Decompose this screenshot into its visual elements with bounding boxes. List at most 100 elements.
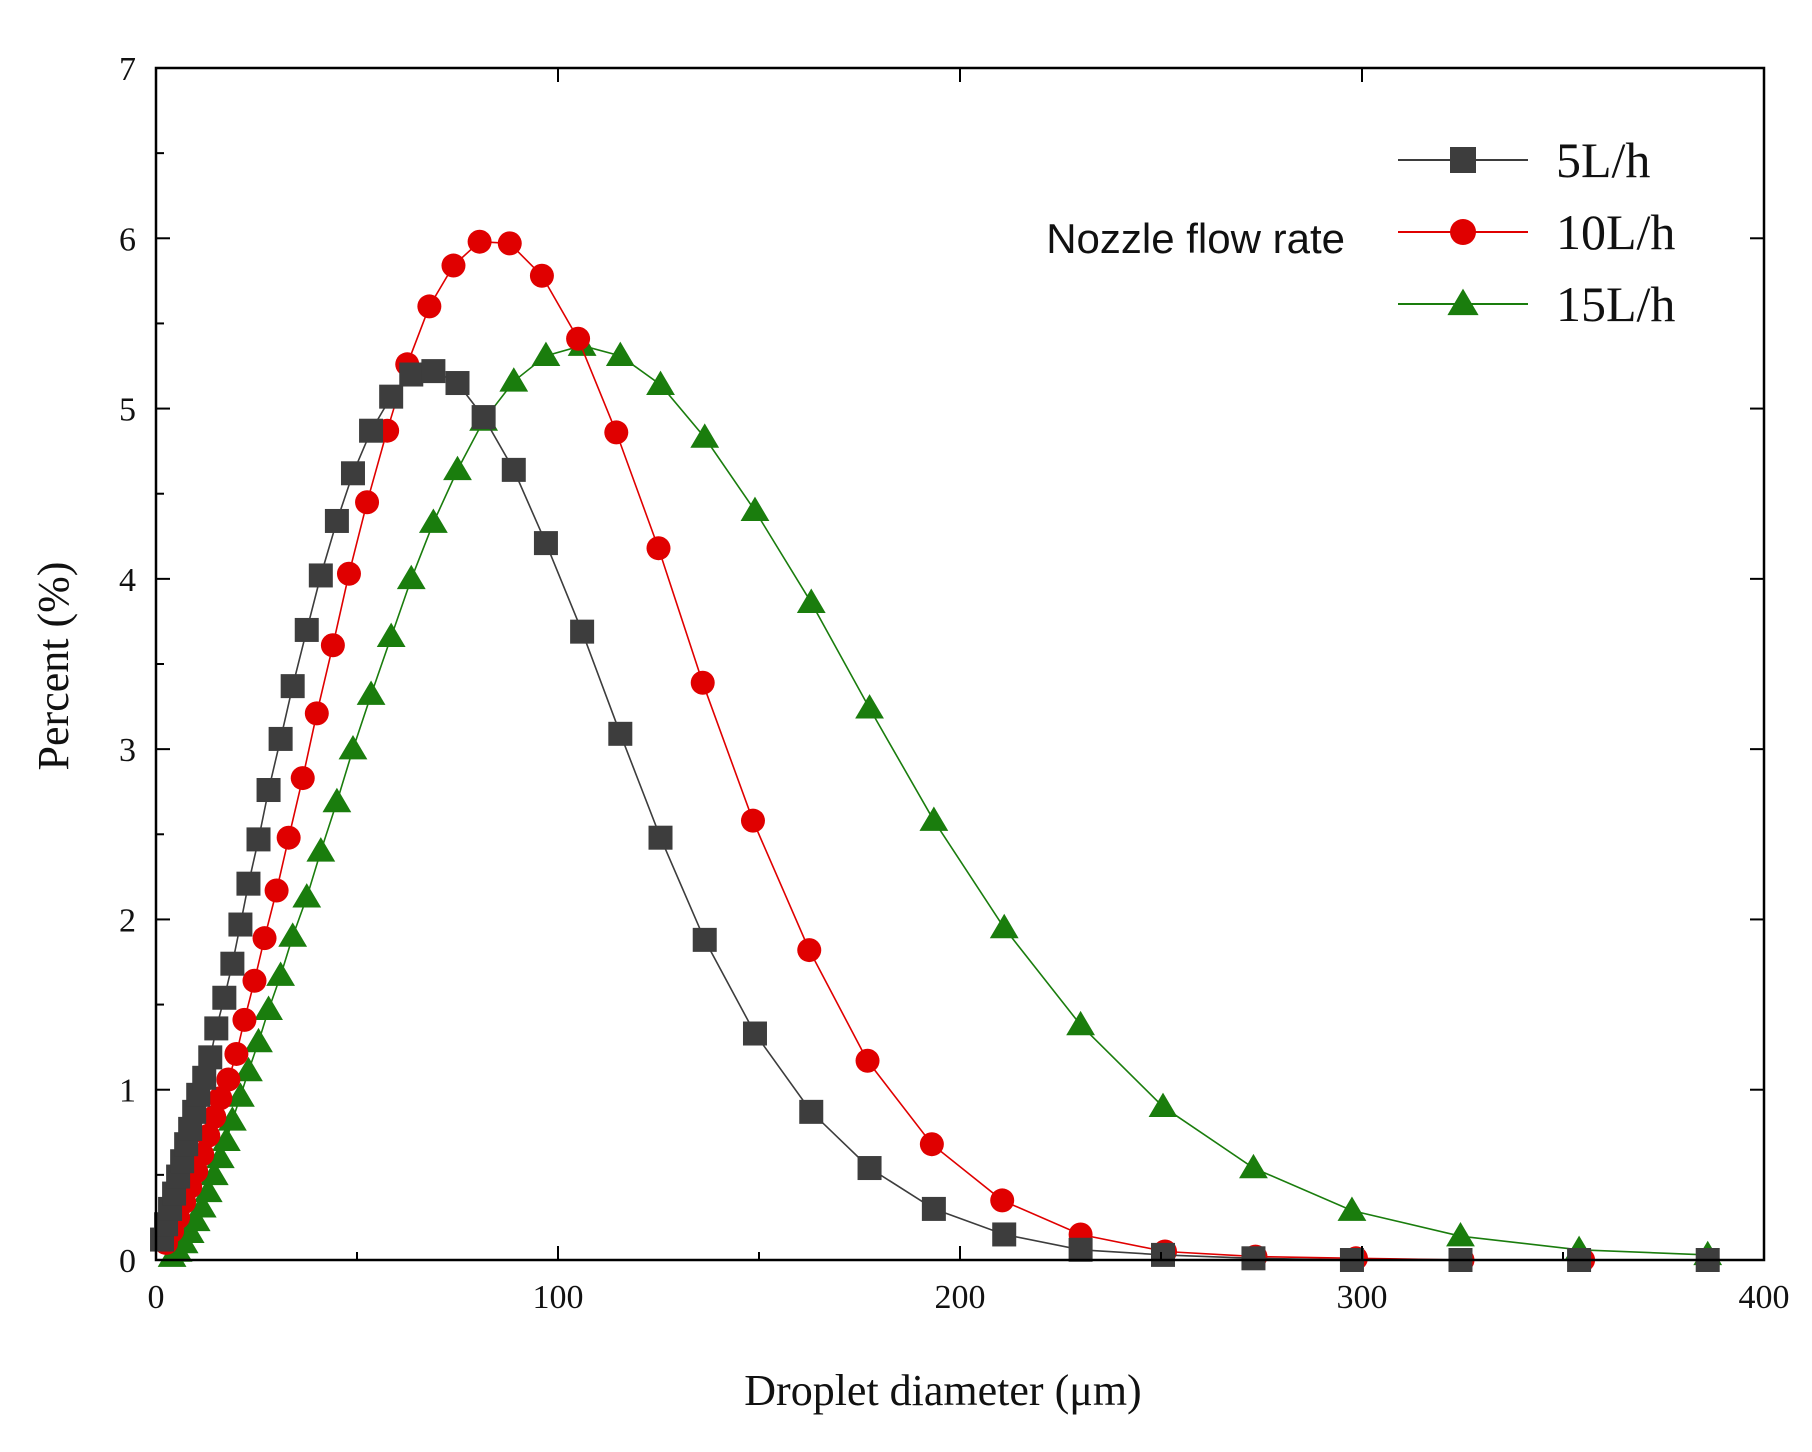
data-point [1241, 1246, 1266, 1271]
data-point [1066, 1010, 1095, 1036]
data-point [1446, 1222, 1475, 1247]
data-point [208, 1086, 233, 1111]
x-axis-title: Droplet diameter (μm) [744, 1366, 1141, 1415]
data-point [355, 490, 380, 515]
data-point [205, 1143, 235, 1169]
data-point [187, 1193, 217, 1218]
data-point [740, 808, 765, 833]
data-point [264, 878, 289, 903]
data-point [566, 326, 591, 351]
data-point [306, 837, 336, 862]
data-point [1068, 1237, 1093, 1262]
y-axis-title: Percent (%) [29, 562, 78, 771]
series-5lh [150, 359, 1720, 1272]
data-point [417, 294, 442, 319]
legend-marker-triangle [1447, 288, 1479, 316]
data-point [224, 1041, 249, 1066]
data-point [193, 1177, 223, 1203]
legend-entry: 5L/h [1398, 132, 1650, 188]
data-point [399, 362, 424, 387]
data-point [254, 995, 283, 1020]
data-point [646, 536, 671, 561]
series-layer [150, 229, 1723, 1272]
data-point [690, 670, 715, 695]
data-point [497, 231, 522, 256]
data-point [228, 912, 253, 937]
data-point [294, 617, 319, 642]
data-point [919, 1132, 944, 1157]
data-point [196, 1123, 221, 1148]
data-point [198, 1045, 223, 1070]
data-point [921, 1196, 946, 1221]
data-point [919, 806, 949, 831]
series-15lh [157, 331, 1723, 1267]
data-point [501, 457, 526, 482]
data-point [266, 961, 296, 986]
data-point [308, 563, 333, 588]
data-point [199, 1160, 229, 1186]
data-point [204, 1016, 229, 1041]
data-point [499, 367, 529, 392]
data-point [280, 674, 305, 699]
data-point [1148, 1092, 1178, 1118]
data-point [338, 735, 368, 760]
y-tick-label: 7 [119, 51, 136, 88]
data-point [292, 883, 322, 908]
data-point [322, 787, 352, 813]
data-point [236, 871, 261, 896]
data-point [989, 913, 1019, 939]
data-point [529, 263, 554, 288]
data-point [796, 588, 826, 613]
data-point [242, 968, 267, 993]
data-point [181, 1206, 211, 1232]
legend-label: 15L/h [1556, 276, 1675, 332]
data-point [1239, 1153, 1268, 1179]
data-point [471, 405, 496, 430]
data-point [252, 926, 277, 951]
data-point [379, 384, 404, 409]
data-point [467, 229, 492, 254]
legend-title: Nozzle flow rate [1046, 215, 1345, 262]
data-point [217, 1106, 247, 1131]
legend-label: 10L/h [1556, 204, 1675, 260]
data-point [855, 1048, 880, 1073]
data-point [324, 508, 349, 533]
data-point [608, 721, 633, 746]
data-point [356, 680, 386, 705]
data-point [268, 726, 293, 751]
axes-layer: 0 100 200 300 400 0 1 2 3 4 5 6 7 [119, 51, 1790, 1316]
data-point [234, 1056, 263, 1082]
data-point [648, 825, 673, 850]
y-tick-label: 3 [119, 732, 136, 769]
data-point [443, 455, 472, 481]
legend: 5L/h 10L/h 15L/h [1398, 132, 1675, 332]
data-point [192, 1065, 217, 1090]
data-point [690, 423, 720, 448]
data-point [441, 253, 466, 278]
data-point [290, 766, 315, 791]
data-point [340, 461, 365, 486]
data-point [320, 633, 345, 658]
data-point [246, 827, 271, 852]
data-point [742, 1021, 767, 1046]
data-point [855, 694, 884, 719]
data-point [376, 622, 406, 648]
x-tick-label: 100 [533, 1279, 584, 1316]
data-point [570, 619, 595, 644]
y-tick-label: 5 [119, 392, 136, 429]
x-tick-label: 300 [1337, 1279, 1388, 1316]
legend-marker-square [1450, 147, 1476, 173]
data-point [256, 778, 281, 803]
y-tick-label: 6 [119, 221, 136, 258]
y-tick-label: 0 [119, 1243, 136, 1280]
y-tick-label: 2 [119, 902, 136, 939]
x-tick-label: 0 [148, 1279, 165, 1316]
data-point [232, 1007, 257, 1032]
data-point [226, 1082, 255, 1107]
data-point [604, 420, 629, 445]
x-tick-label: 200 [935, 1279, 986, 1316]
data-point [216, 1067, 241, 1092]
data-point [605, 341, 635, 367]
